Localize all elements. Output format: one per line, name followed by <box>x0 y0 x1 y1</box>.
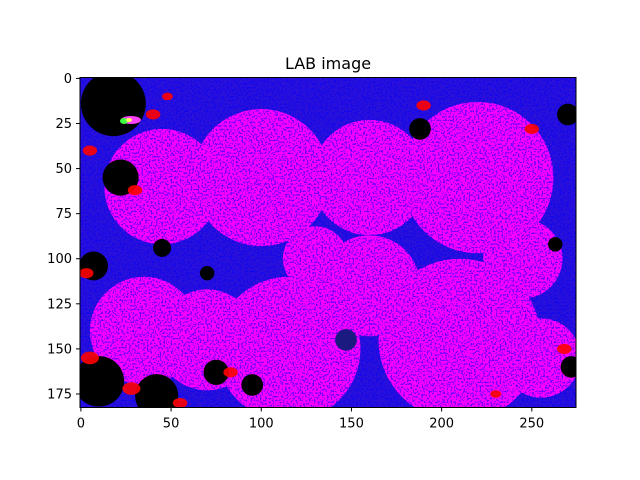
chart-title: LAB image <box>285 54 371 73</box>
x-axis: 0 50 100 150 200 250 <box>77 407 544 432</box>
red-speck-8 <box>524 123 540 134</box>
red-speck-7 <box>416 100 431 111</box>
red-speck-6 <box>223 367 238 378</box>
yellow-accent <box>126 118 132 122</box>
y-tick-label-150: 150 <box>47 342 72 357</box>
dark-patch-13 <box>548 237 563 252</box>
axes-frame <box>79 77 577 408</box>
x-tick-label-0: 0 <box>77 417 85 432</box>
y-tick-label-75: 75 <box>55 207 72 222</box>
dark-patch-11 <box>153 238 172 257</box>
x-tick-label-150: 150 <box>339 417 364 432</box>
x-tick-label-250: 250 <box>519 417 544 432</box>
red-speck-1 <box>127 185 143 196</box>
dark-patch-9 <box>557 103 576 126</box>
dark-patch-1 <box>102 159 139 196</box>
x-tick-label-100: 100 <box>249 417 274 432</box>
y-tick-label-0: 0 <box>64 72 72 87</box>
lab-image <box>80 77 576 408</box>
dark-patch-0 <box>80 77 146 137</box>
dark-patch-5 <box>203 359 229 385</box>
y-tick-label-175: 175 <box>47 387 72 402</box>
green-accent <box>120 118 128 124</box>
y-tick-label-125: 125 <box>47 297 72 312</box>
y-tick-label-25: 25 <box>55 117 72 132</box>
red-speck-12 <box>490 390 502 398</box>
y-tick-label-100: 100 <box>47 252 72 267</box>
red-speck-0 <box>82 145 98 156</box>
dark-patch-12 <box>199 265 215 281</box>
red-speck-10 <box>145 109 161 120</box>
red-specks <box>80 92 572 408</box>
x-tick-label-200: 200 <box>429 417 454 432</box>
y-axis: 0 25 50 75 100 125 150 175 <box>47 72 80 402</box>
dark-patch-6 <box>241 374 264 396</box>
x-tick-label-50: 50 <box>163 417 180 432</box>
dark-patch-7 <box>335 329 357 351</box>
red-speck-4 <box>122 382 141 395</box>
dark-patch-3 <box>80 356 125 407</box>
red-speck-3 <box>80 351 99 365</box>
edge-speckle <box>80 77 576 408</box>
dark-patch-8 <box>409 118 431 140</box>
dark-patch-10 <box>560 356 576 378</box>
red-speck-5 <box>172 397 188 408</box>
y-tick-label-50: 50 <box>55 162 72 177</box>
dark-patch-4 <box>135 374 179 408</box>
red-speck-2 <box>80 268 94 279</box>
red-speck-9 <box>557 343 572 354</box>
red-speck-11 <box>162 92 173 101</box>
highlight-spot <box>120 116 141 124</box>
